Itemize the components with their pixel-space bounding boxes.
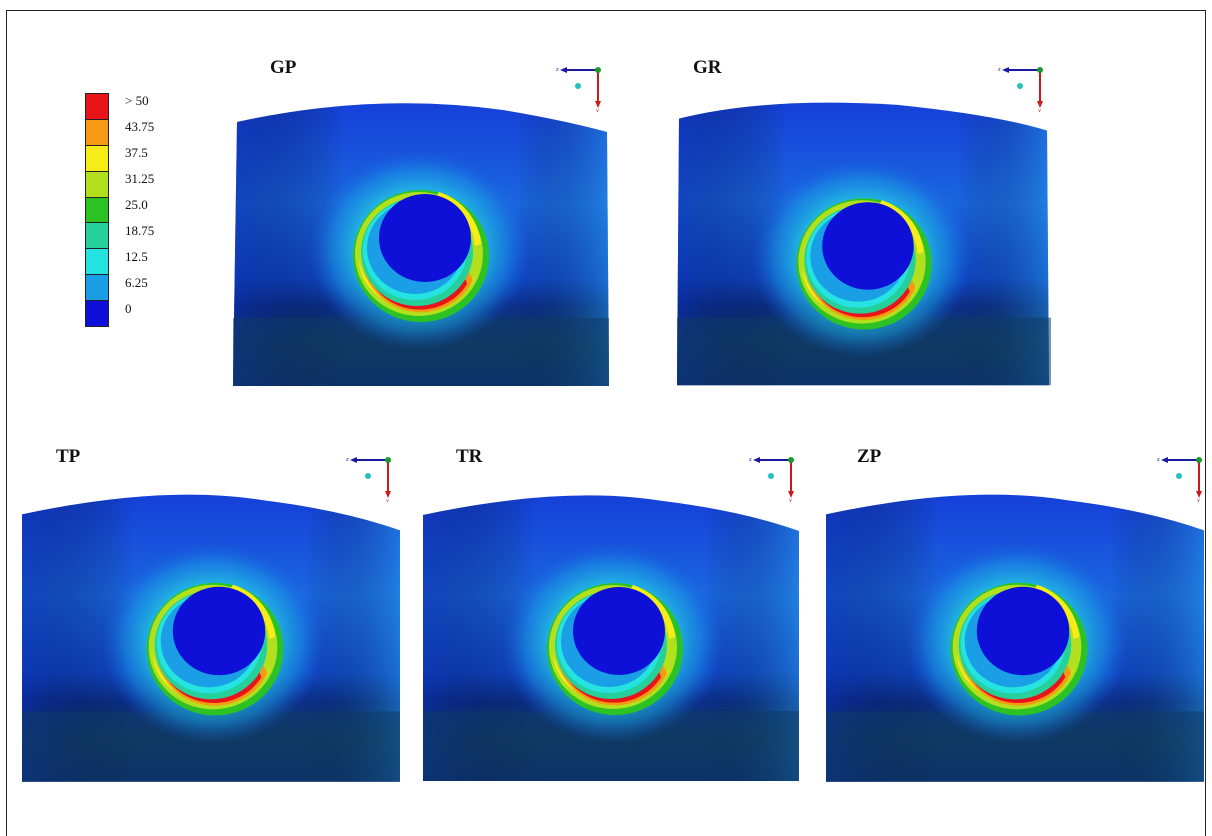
stress-contour-image [423, 494, 799, 782]
axis-triad-icon [997, 66, 1044, 112]
stress-contour-image [22, 494, 400, 782]
legend-label: 43.75 [125, 119, 155, 134]
legend-label: 18.75 [125, 223, 155, 238]
panel-title: TR [456, 446, 483, 467]
panel-title: GP [270, 57, 297, 78]
stress-contour-image [826, 494, 1204, 782]
legend-label: 12.5 [125, 249, 148, 264]
axis-triad-icon [555, 66, 602, 112]
axis-triad-icon [748, 456, 795, 502]
legend-swatch [86, 145, 108, 172]
panel-title: TP [56, 446, 81, 467]
legend-swatch [86, 119, 108, 146]
stress-contour-image [677, 100, 1051, 386]
stress-contour-image [233, 100, 609, 386]
panel-title: ZP [857, 446, 882, 467]
legend-label: 31.25 [125, 171, 155, 186]
legend-swatch [86, 275, 108, 302]
axis-triad-icon [345, 456, 392, 502]
legend-swatch [86, 171, 108, 198]
legend-swatch [86, 94, 108, 120]
legend-label: 37.5 [125, 145, 148, 160]
legend-label: > 50 [125, 93, 149, 108]
legend-color-bar [85, 93, 109, 327]
legend-label: 6.25 [125, 275, 148, 290]
legend-label: 0 [125, 301, 132, 316]
legend-swatch [86, 223, 108, 250]
axis-triad-icon [1156, 456, 1203, 502]
figure-frame [6, 10, 1206, 836]
legend-swatch [86, 301, 108, 326]
legend-swatch [86, 249, 108, 276]
panel-title: GR [693, 57, 722, 78]
legend-label: 25.0 [125, 197, 148, 212]
legend-swatch [86, 197, 108, 224]
